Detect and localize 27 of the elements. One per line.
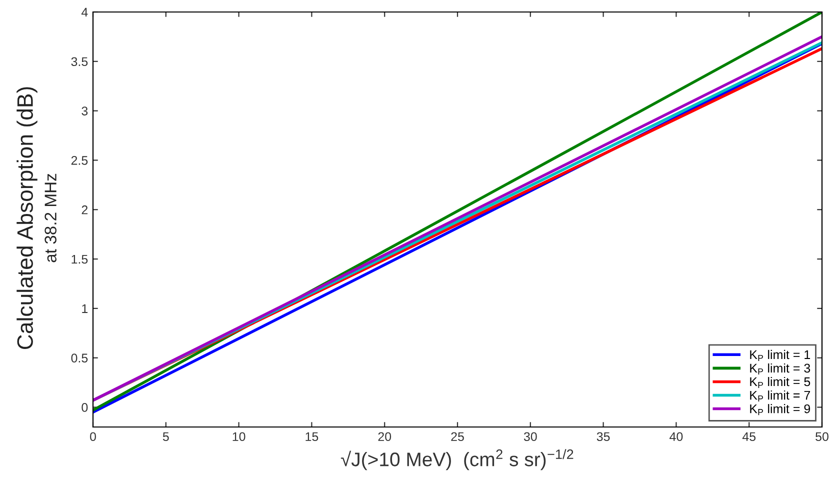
y-tick-label: 1.5 [72, 254, 88, 264]
y-tick-label: 2 [82, 205, 88, 214]
y-tick-label: 0.5 [71, 354, 88, 362]
x-tick-label: 50 [816, 432, 828, 442]
x-tick-label: 25 [451, 432, 464, 442]
x-tick-label: 10 [232, 432, 246, 442]
legend-label: K$_{P}$ limit = 7 [750, 390, 810, 402]
y-tick-label: 0 [82, 403, 88, 412]
y-tick-label: 1 [82, 304, 88, 313]
legend-label: K$_{P}$ limit = 1 [750, 350, 810, 361]
x-tick-label: 0 [90, 432, 96, 442]
x-tick-label: 15 [306, 432, 318, 442]
y-tick-label: 4 [81, 8, 88, 17]
x-tick-label: 20 [378, 432, 392, 442]
x-tick-label: 45 [742, 432, 756, 442]
x-axis-title: √J(>10 MeV) (cm$^{2}$ s sr)$^{−1/2}$ [340, 449, 574, 470]
legend-label: K$_{P}$ limit = 3 [750, 363, 810, 374]
x-tick-label: 35 [596, 432, 610, 442]
legend-label: K$_{P}$ limit = 9 [750, 404, 810, 416]
x-tick-label: 40 [670, 432, 683, 442]
x-tick-label: 5 [162, 432, 169, 442]
x-tick-label: 30 [524, 432, 537, 442]
y-axis-title: Calculated Absorption (dB) at 38.2 MHz [16, 87, 56, 350]
y-tick-label: 3 [82, 106, 88, 116]
legend-label: K$_{P}$ limit = 5 [750, 376, 810, 388]
y-tick-label: 2.5 [71, 156, 88, 165]
y-tick-label: 3.5 [71, 57, 88, 66]
